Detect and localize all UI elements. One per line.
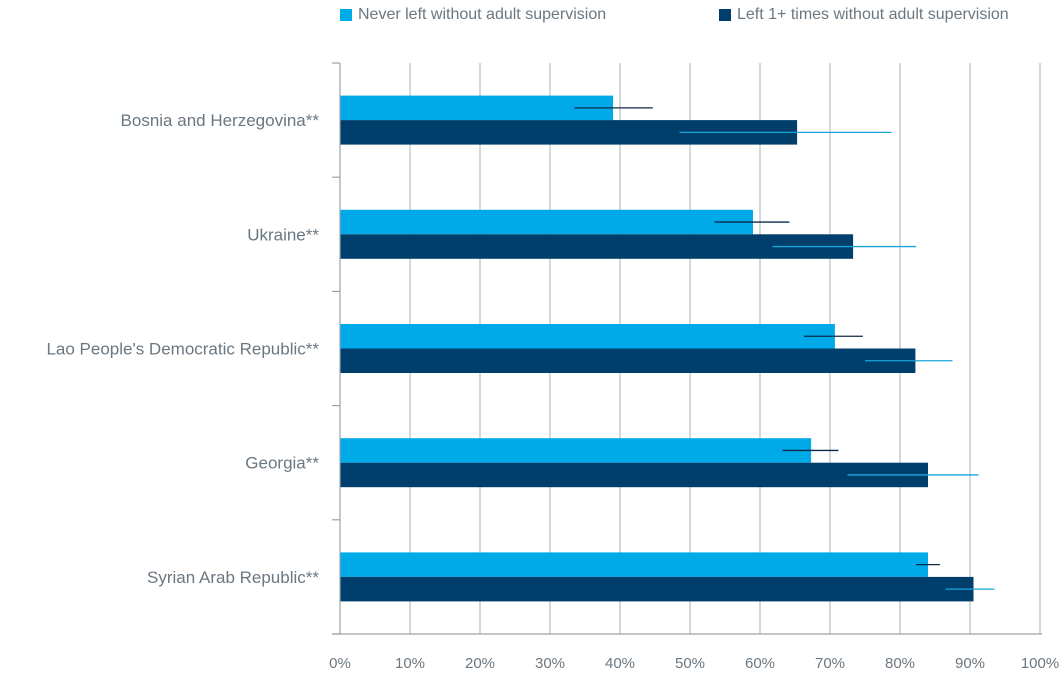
- x-tick-label: 0%: [329, 655, 351, 672]
- legend-swatch-left-once: [719, 9, 731, 21]
- bar: [340, 348, 916, 373]
- legend-item-never-left: Never left without adult supervision: [340, 6, 606, 24]
- axes: [332, 62, 1042, 635]
- legend-label-never-left: Never left without adult supervision: [358, 6, 607, 23]
- bar: [340, 209, 753, 235]
- legend-item-left-once: Left 1+ times without adult supervision: [719, 6, 1009, 24]
- x-tick-label: 40%: [605, 655, 635, 672]
- category-label: Lao People's Democratic Republic**: [46, 340, 319, 359]
- category-labels: Bosnia and Herzegovina** Ukraine** Lao Peo…: [46, 111, 319, 587]
- bar: [340, 552, 928, 577]
- bar: [340, 234, 854, 259]
- x-tick-label: 20%: [465, 655, 495, 672]
- x-tick-label: 60%: [745, 655, 775, 672]
- legend-swatch-never-left: [340, 9, 352, 21]
- bar: [340, 462, 928, 488]
- x-tick-labels: 0% 10% 20% 30% 40% 50% 60% 70% 80% 90% 100%: [329, 655, 1059, 672]
- x-tick-label: 100%: [1021, 655, 1059, 672]
- category-label: Syrian Arab Republic**: [147, 568, 319, 587]
- x-tick-label: 70%: [815, 655, 845, 672]
- bar: [340, 438, 812, 463]
- x-tick-label: 80%: [885, 655, 915, 672]
- bars: [340, 95, 974, 602]
- category-label: Ukraine**: [247, 225, 319, 244]
- bar: [340, 95, 613, 121]
- x-tick-label: 90%: [955, 655, 985, 672]
- bar: [340, 576, 974, 602]
- x-tick-label: 10%: [395, 655, 425, 672]
- bar: [340, 324, 835, 349]
- x-tick-label: 50%: [675, 655, 705, 672]
- category-label: Georgia**: [245, 454, 319, 473]
- legend-label-left-once: Left 1+ times without adult supervision: [737, 6, 1009, 23]
- category-label: Bosnia and Herzegovina**: [121, 111, 320, 130]
- error-bars: [574, 107, 995, 590]
- x-tick-label: 30%: [535, 655, 565, 672]
